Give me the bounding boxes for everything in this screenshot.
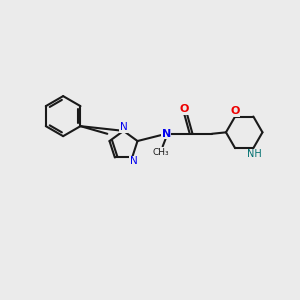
Text: O: O: [180, 104, 189, 114]
Text: NH: NH: [248, 149, 262, 159]
Text: O: O: [230, 106, 240, 116]
Text: CH₃: CH₃: [153, 148, 169, 157]
Text: N: N: [162, 129, 171, 139]
Text: N: N: [120, 122, 128, 132]
Text: N: N: [130, 156, 137, 166]
